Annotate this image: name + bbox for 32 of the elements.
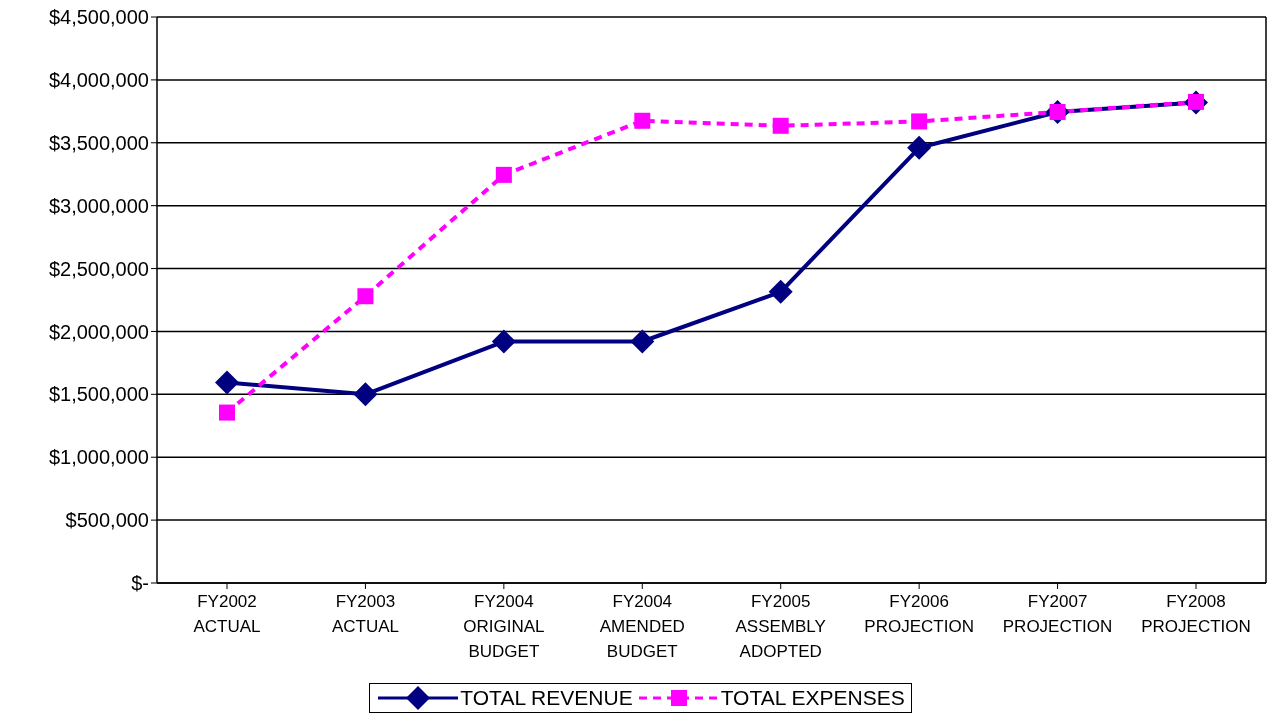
point	[357, 288, 374, 305]
point	[911, 113, 928, 130]
y-tick-label: $3,500,000	[48, 131, 149, 154]
x-tick-label: FY2007 PROJECTION	[1002, 592, 1113, 636]
point	[219, 404, 235, 421]
y-tick-label: $4,500,000	[48, 6, 149, 29]
x-tick-label: FY2003 ACTUAL	[331, 592, 399, 636]
x-tick-label: FY2008 PROJECTION	[1141, 592, 1251, 636]
point	[768, 279, 793, 304]
point	[630, 329, 655, 354]
x-tick-label: FY2002 ACTUAL	[193, 592, 261, 636]
x-tick-label: FY2004 AMENDED BUDGET	[599, 592, 685, 661]
point	[634, 112, 651, 129]
y-tick-label: $-	[131, 572, 149, 595]
point	[491, 329, 516, 354]
x-tick-label: FY2005 ASSEMBLY ADOPTED	[735, 592, 826, 661]
y-tick-label: $2,000,000	[48, 320, 149, 343]
point	[495, 166, 512, 183]
x-tick-label: FY2006 PROJECTION	[864, 592, 974, 636]
point	[772, 117, 789, 134]
y-tick-label: $2,500,000	[48, 257, 149, 280]
legend-label: TOTAL EXPENSES	[720, 686, 905, 710]
y-tick-label: $3,000,000	[48, 194, 149, 217]
y-tick-label: $1,500,000	[48, 383, 149, 406]
legend-label: TOTAL REVENUE	[460, 686, 633, 710]
point	[907, 135, 932, 160]
y-tick-label: $1,000,000	[48, 446, 149, 469]
x-tick-label: FY2004 ORIGINAL BUDGET	[463, 592, 545, 661]
y-tick-label: $500,000	[65, 509, 149, 532]
point	[215, 370, 239, 395]
point	[353, 382, 378, 407]
y-tick-label: $4,000,000	[48, 68, 149, 91]
